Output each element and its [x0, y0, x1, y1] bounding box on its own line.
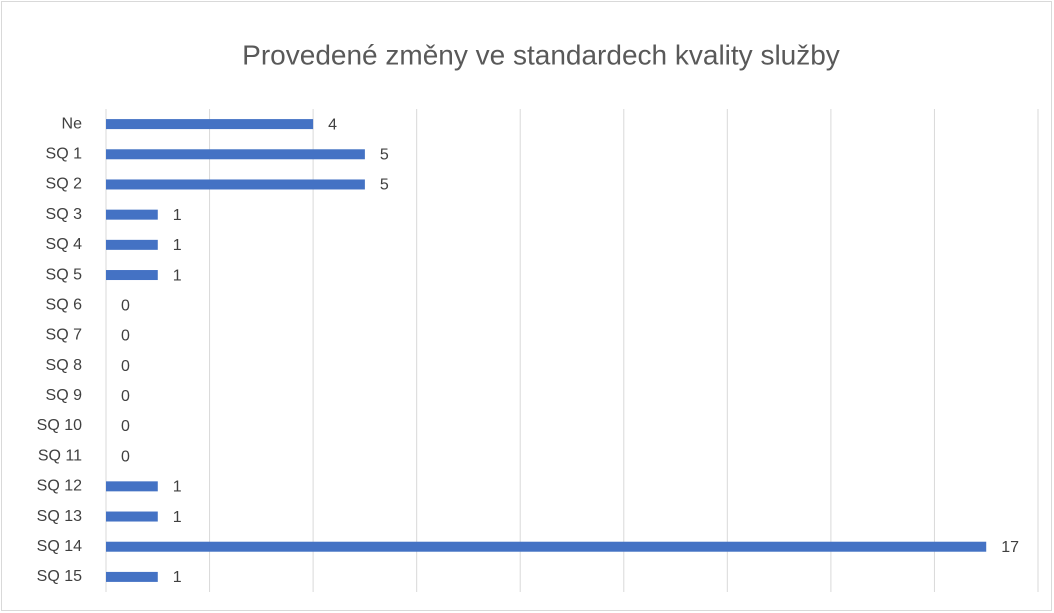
bar	[106, 149, 365, 160]
data-label: 0	[121, 448, 130, 465]
data-label: 1	[173, 237, 182, 254]
data-label: 1	[173, 569, 182, 586]
data-label: 0	[121, 388, 130, 405]
y-tick-label: SQ 2	[46, 176, 83, 193]
y-tick-label: SQ 13	[37, 508, 82, 525]
data-label: 5	[380, 177, 389, 194]
y-tick-label: SQ 3	[46, 206, 83, 223]
y-tick-label: SQ 5	[46, 266, 83, 283]
data-label: 0	[121, 418, 130, 435]
data-label: 0	[121, 297, 130, 314]
data-label: 1	[173, 479, 182, 496]
bar	[106, 571, 158, 582]
y-tick-label: SQ 6	[46, 296, 83, 313]
y-tick-label: SQ 4	[46, 236, 83, 253]
y-tick-label: SQ 11	[38, 447, 82, 464]
data-label: 1	[173, 509, 182, 526]
chart-title: Provedené změny ve standardech kvality s…	[242, 39, 840, 70]
data-label: 5	[380, 147, 389, 164]
y-tick-label: SQ 9	[46, 387, 83, 404]
bar	[106, 119, 314, 130]
data-label: 0	[121, 358, 130, 375]
data-label: 1	[173, 267, 182, 284]
y-tick-label: SQ 14	[37, 538, 82, 555]
bar	[106, 179, 365, 190]
data-label: 17	[1001, 539, 1019, 556]
data-label: 4	[328, 116, 337, 133]
y-tick-label: SQ 12	[37, 478, 82, 495]
data-label: 0	[121, 328, 130, 345]
data-label: 1	[173, 207, 182, 224]
y-tick-label: Ne	[62, 115, 83, 132]
y-tick-label: SQ 8	[46, 357, 83, 374]
y-tick-label: SQ 10	[37, 417, 82, 434]
bar	[106, 541, 987, 552]
bar	[106, 209, 158, 220]
bar	[106, 270, 158, 281]
bar	[106, 239, 158, 250]
y-tick-label: SQ 7	[46, 327, 83, 344]
bar	[106, 481, 158, 492]
y-tick-label: SQ 15	[37, 568, 82, 585]
y-tick-label: SQ 1	[46, 146, 83, 163]
bar	[106, 511, 158, 522]
